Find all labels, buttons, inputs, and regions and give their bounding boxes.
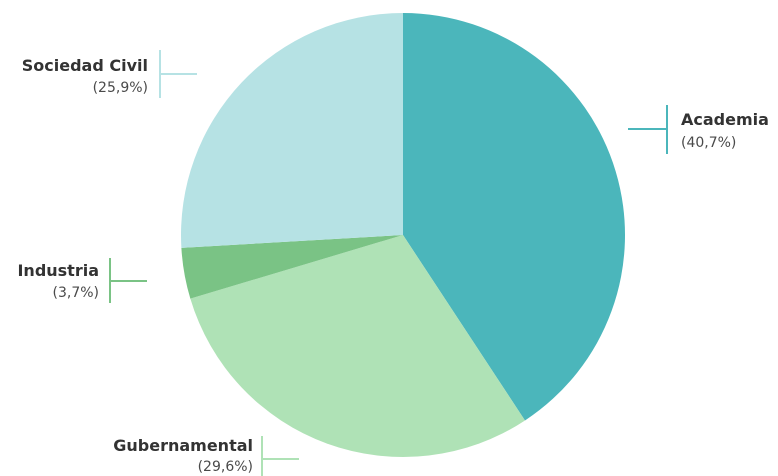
gubernamental-value: (29,6%)	[198, 459, 253, 475]
pie-slice-sociedad-civil	[181, 13, 403, 248]
pie-slice-industria	[181, 235, 403, 299]
label-industria: Industria (3,7%)	[17, 258, 147, 303]
pie-slice-gubernamental	[190, 235, 525, 457]
label-gubernamental: Gubernamental (29,6%)	[113, 436, 299, 476]
label-academia: Academia (40,7%)	[628, 105, 769, 154]
academia-value: (40,7%)	[681, 135, 736, 151]
sociedad-civil-value: (25,9%)	[93, 80, 148, 96]
academia-label: Academia	[681, 110, 769, 129]
label-sociedad-civil: Sociedad Civil (25,9%)	[22, 50, 197, 98]
industria-value: (3,7%)	[53, 285, 100, 301]
pie-slice-academia	[403, 13, 626, 421]
pie-slices	[181, 13, 626, 457]
industria-label: Industria	[17, 261, 99, 280]
gubernamental-label: Gubernamental	[113, 436, 253, 455]
sociedad-civil-label: Sociedad Civil	[22, 56, 148, 75]
